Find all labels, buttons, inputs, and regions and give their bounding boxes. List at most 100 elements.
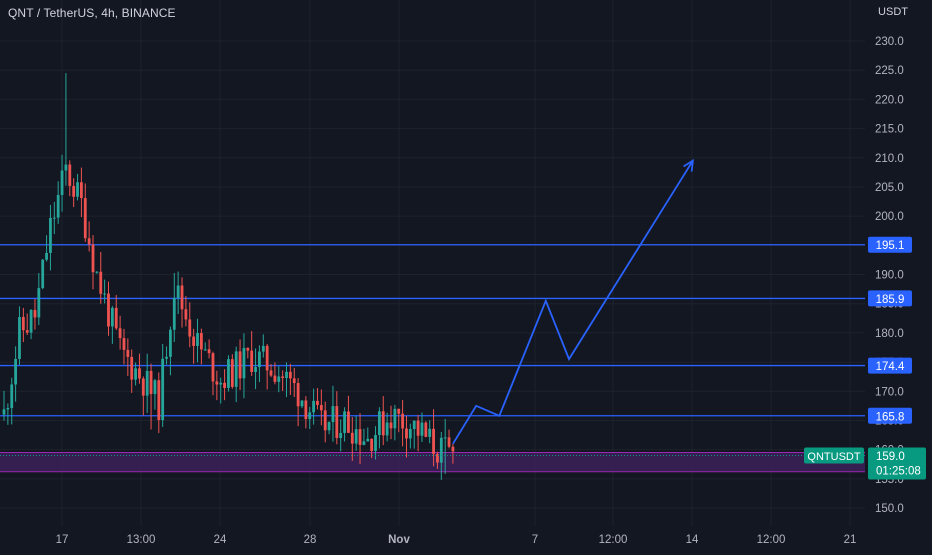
candle-body[interactable] xyxy=(277,376,281,382)
candle-body[interactable] xyxy=(300,400,304,407)
candle-body[interactable] xyxy=(103,293,107,295)
candle-body[interactable] xyxy=(134,368,137,380)
candle-body[interactable] xyxy=(261,345,265,352)
candle-body[interactable] xyxy=(199,333,203,350)
candle-body[interactable] xyxy=(219,382,223,385)
candle-body[interactable] xyxy=(238,351,242,379)
candle-body[interactable] xyxy=(304,400,308,419)
candle-body[interactable] xyxy=(436,453,439,463)
candle-body[interactable] xyxy=(95,271,99,273)
candle-body[interactable] xyxy=(397,408,401,414)
candle-body[interactable] xyxy=(285,371,288,378)
candle-body[interactable] xyxy=(393,408,397,429)
candle-body[interactable] xyxy=(153,380,157,395)
candle-body[interactable] xyxy=(14,358,18,385)
candle-body[interactable] xyxy=(451,446,455,452)
candle-body[interactable] xyxy=(176,285,180,298)
candle-body[interactable] xyxy=(273,375,277,382)
candle-body[interactable] xyxy=(10,384,14,409)
candle-body[interactable] xyxy=(230,359,234,387)
candle-body[interactable] xyxy=(374,434,377,451)
candle-body[interactable] xyxy=(107,293,110,327)
candle-body[interactable] xyxy=(424,422,428,437)
candle-body[interactable] xyxy=(269,370,273,376)
candle-body[interactable] xyxy=(281,376,285,378)
projection-path[interactable] xyxy=(452,160,694,445)
candle-body[interactable] xyxy=(362,441,366,445)
candle-body[interactable] xyxy=(49,217,52,253)
candle-body[interactable] xyxy=(83,198,87,239)
candle-body[interactable] xyxy=(401,413,405,429)
candle-body[interactable] xyxy=(385,422,389,436)
candle-body[interactable] xyxy=(114,307,118,329)
candle-body[interactable] xyxy=(165,356,168,359)
candle-body[interactable] xyxy=(56,194,60,218)
candle-body[interactable] xyxy=(366,438,370,442)
candle-body[interactable] xyxy=(184,309,188,320)
candle-body[interactable] xyxy=(41,259,45,289)
candle-body[interactable] xyxy=(188,319,192,337)
candle-body[interactable] xyxy=(18,317,21,359)
candle-body[interactable] xyxy=(6,408,10,410)
candle-body[interactable] xyxy=(335,406,339,438)
candle-body[interactable] xyxy=(72,185,76,197)
candle-body[interactable] xyxy=(319,405,323,411)
candle-body[interactable] xyxy=(331,406,335,423)
candle-body[interactable] xyxy=(110,307,114,327)
candle-body[interactable] xyxy=(234,351,238,387)
candle-body[interactable] xyxy=(258,351,261,368)
candle-body[interactable] xyxy=(432,428,435,454)
candle-body[interactable] xyxy=(223,382,226,388)
candle-body[interactable] xyxy=(68,164,72,186)
candle-body[interactable] xyxy=(169,329,172,357)
candle-body[interactable] xyxy=(292,378,296,384)
candle-body[interactable] xyxy=(420,422,424,436)
candle-body[interactable] xyxy=(370,438,374,451)
candle-body[interactable] xyxy=(126,349,130,357)
candle-body[interactable] xyxy=(447,437,451,447)
candle-body[interactable] xyxy=(354,429,358,444)
candle-body[interactable] xyxy=(76,182,79,197)
candle-body[interactable] xyxy=(288,371,292,379)
candle-body[interactable] xyxy=(308,412,312,419)
candle-body[interactable] xyxy=(145,370,149,396)
candle-body[interactable] xyxy=(323,410,327,431)
candle-body[interactable] xyxy=(172,297,176,330)
candle-body[interactable] xyxy=(215,381,219,385)
candle-body[interactable] xyxy=(416,420,420,436)
candle-body[interactable] xyxy=(405,428,408,439)
candle-body[interactable] xyxy=(265,345,269,371)
candle-body[interactable] xyxy=(296,383,300,407)
candle-body[interactable] xyxy=(211,353,215,382)
candle-body[interactable] xyxy=(250,350,254,372)
candle-body[interactable] xyxy=(2,409,6,415)
candle-body[interactable] xyxy=(25,330,29,333)
candle-body[interactable] xyxy=(64,164,68,171)
candle-body[interactable] xyxy=(242,347,246,379)
candle-body[interactable] xyxy=(350,432,354,444)
candle-body[interactable] xyxy=(180,285,184,310)
candle-body[interactable] xyxy=(149,370,153,395)
candle-body[interactable] xyxy=(99,271,103,294)
candle-body[interactable] xyxy=(428,428,432,437)
candle-body[interactable] xyxy=(45,252,48,260)
candle-body[interactable] xyxy=(21,317,25,331)
candle-body[interactable] xyxy=(377,411,381,435)
candle-body[interactable] xyxy=(138,368,141,379)
candle-body[interactable] xyxy=(412,420,416,430)
candle-body[interactable] xyxy=(254,367,257,372)
candle-body[interactable] xyxy=(227,359,230,388)
candle-body[interactable] xyxy=(157,380,161,421)
candle-body[interactable] xyxy=(443,437,447,439)
candle-body[interactable] xyxy=(130,356,134,380)
candle-body[interactable] xyxy=(312,400,315,413)
candle-body[interactable] xyxy=(408,429,412,439)
candle-body[interactable] xyxy=(389,422,393,429)
candle-body[interactable] xyxy=(29,309,33,333)
candle-body[interactable] xyxy=(207,349,211,354)
candle-body[interactable] xyxy=(347,411,350,433)
candle-body[interactable] xyxy=(316,400,319,406)
candle-body[interactable] xyxy=(161,358,165,421)
